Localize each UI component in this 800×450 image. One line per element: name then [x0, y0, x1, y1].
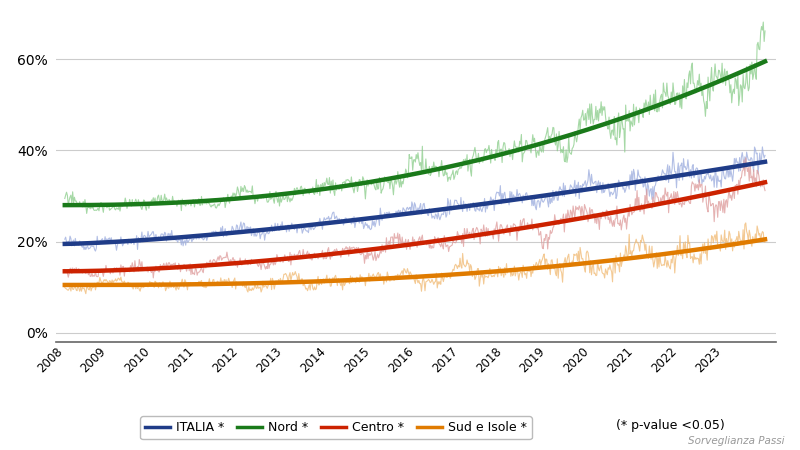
Text: (* p-value <0.05): (* p-value <0.05): [616, 419, 725, 432]
Text: Sorveglianza Passi: Sorveglianza Passi: [687, 436, 784, 446]
Legend: ITALIA *, Nord *, Centro *, Sud e Isole *: ITALIA *, Nord *, Centro *, Sud e Isole …: [140, 416, 532, 439]
